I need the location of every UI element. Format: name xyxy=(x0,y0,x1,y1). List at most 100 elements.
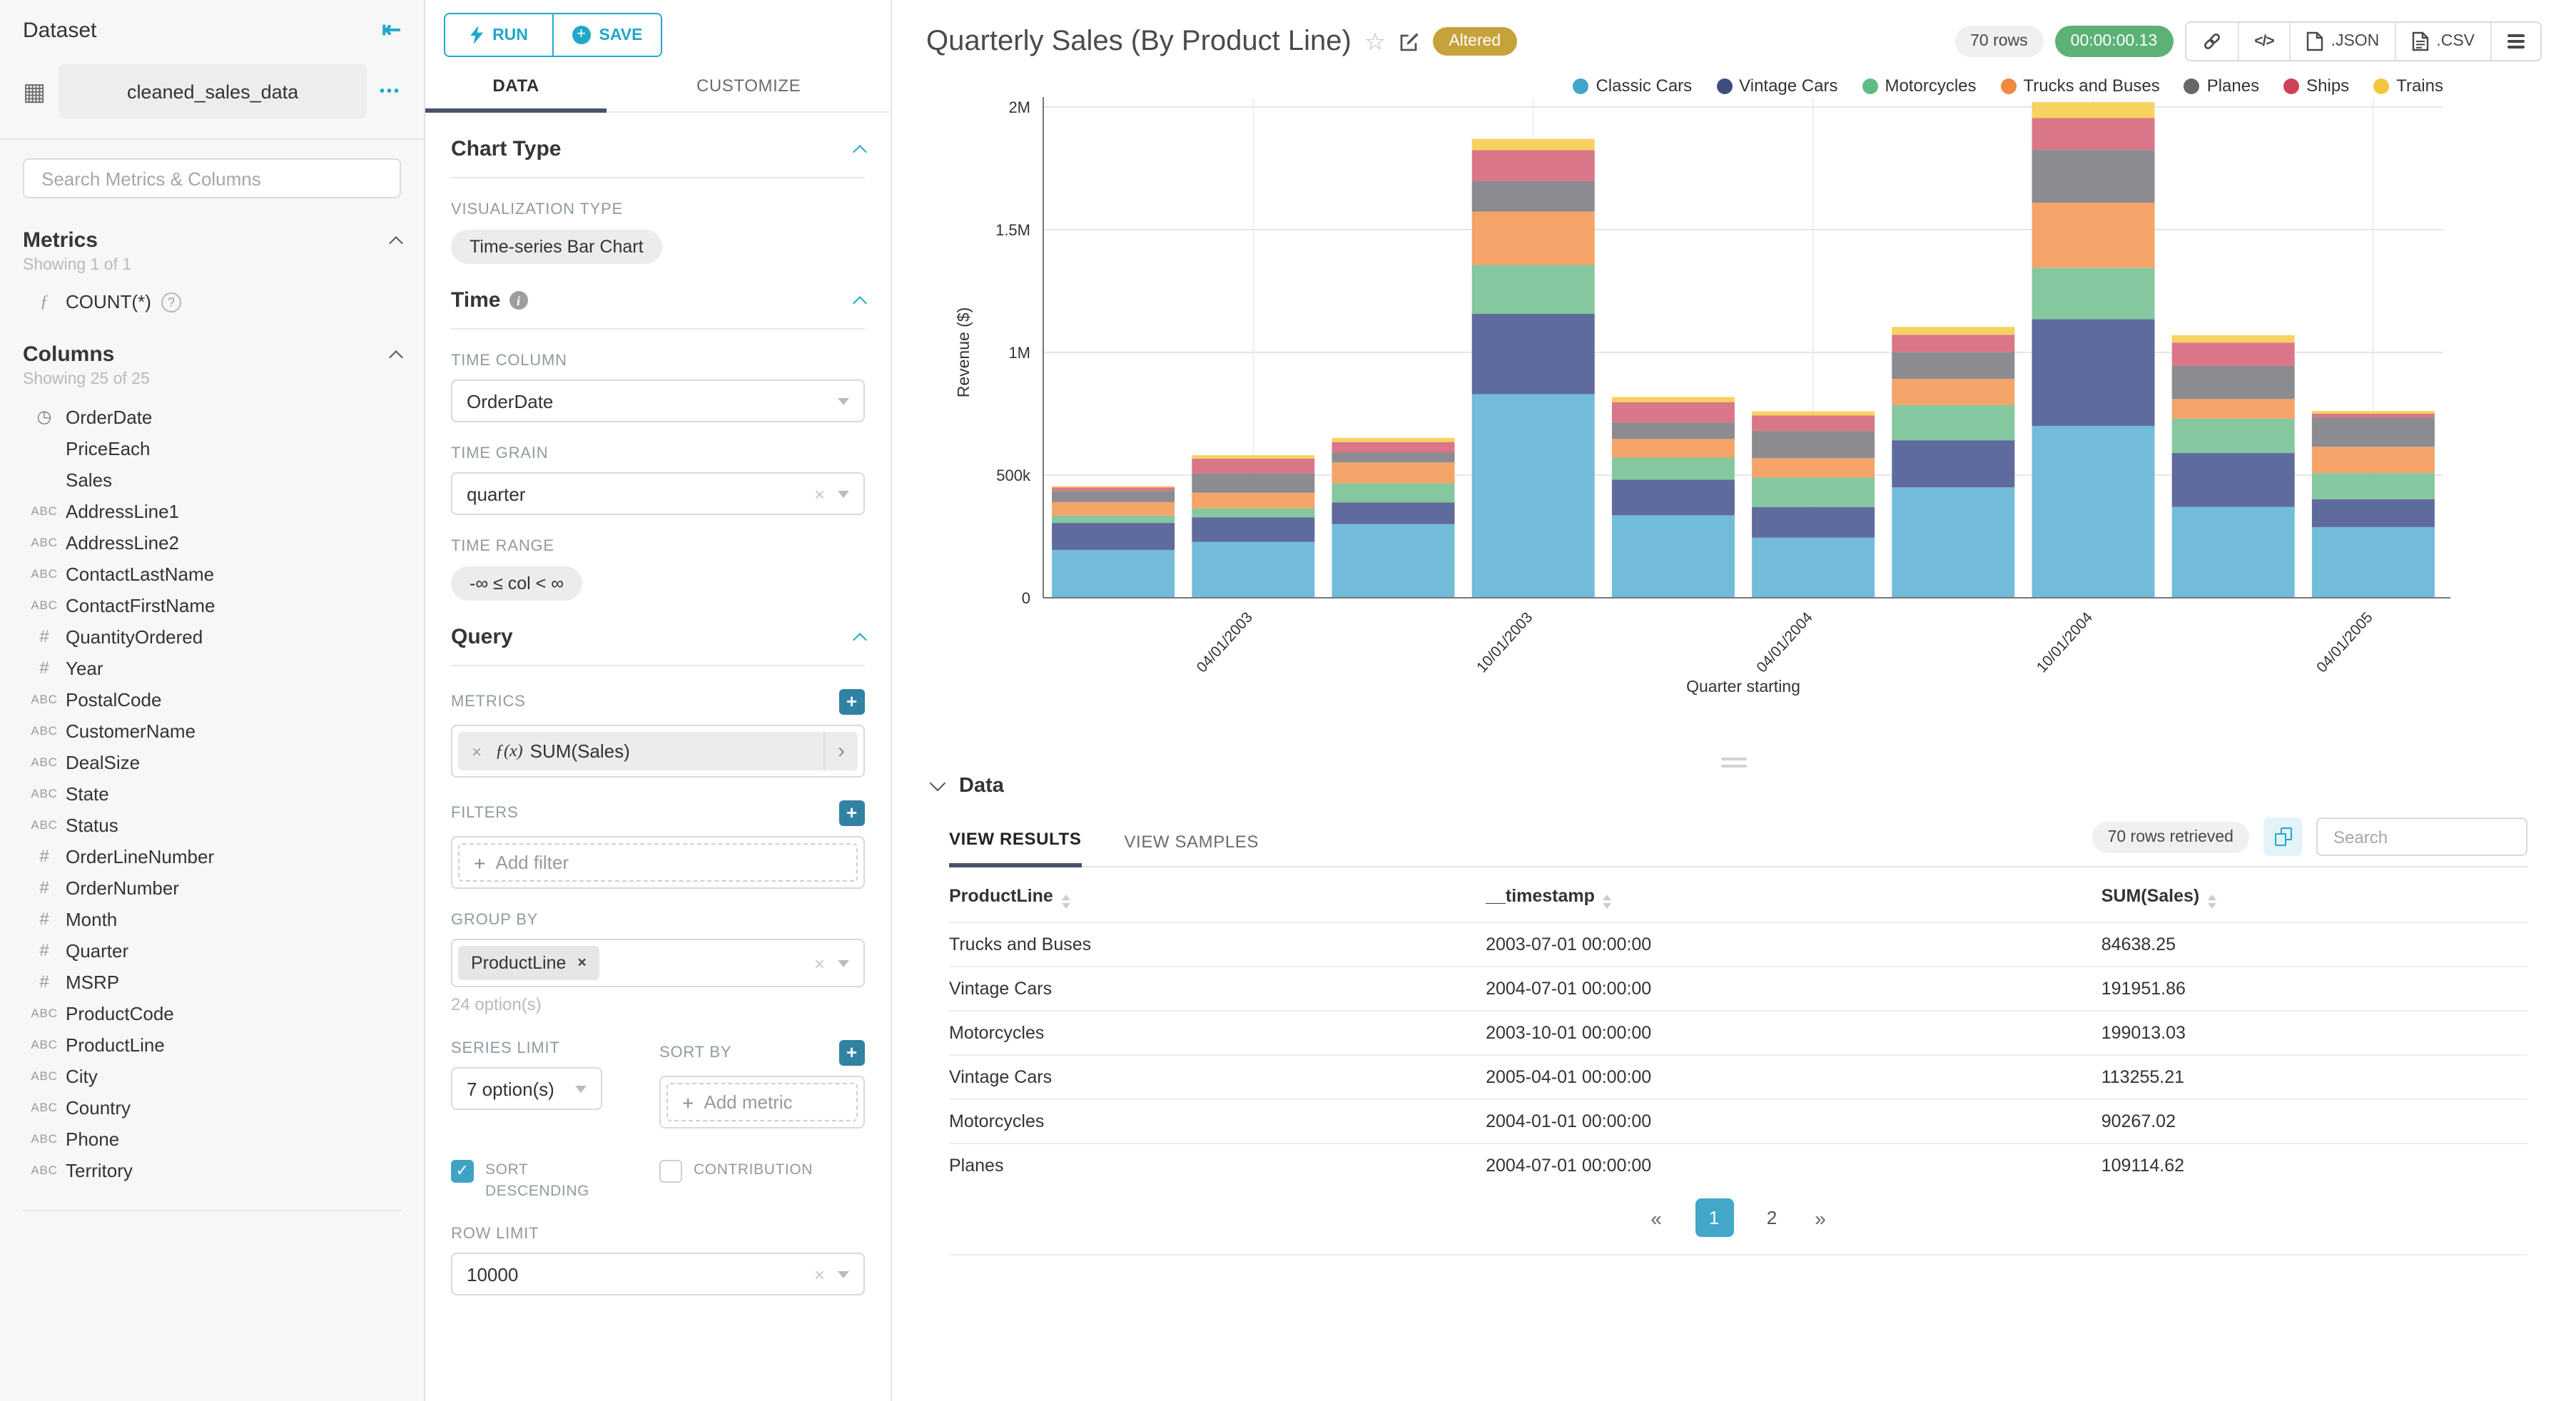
bar-segment[interactable] xyxy=(2032,268,2155,320)
bar-segment[interactable] xyxy=(1332,462,1455,484)
bar-segment[interactable] xyxy=(1192,473,1315,493)
bar-segment[interactable] xyxy=(1752,458,1875,478)
column-item[interactable]: ABC ProductLine xyxy=(23,1029,401,1060)
bar-segment[interactable] xyxy=(1052,523,1175,550)
sort-descending-checkbox[interactable]: ✓ SORT DESCENDING xyxy=(451,1160,602,1203)
column-item[interactable]: ABC City xyxy=(23,1060,401,1091)
column-item[interactable]: # OrderNumber xyxy=(23,872,401,903)
bar-segment[interactable] xyxy=(2032,426,2155,598)
bar-segment[interactable] xyxy=(2311,411,2435,414)
chevron-up-icon[interactable] xyxy=(853,296,867,310)
add-filter-plus-button[interactable]: + xyxy=(839,800,865,826)
dataset-options-kebab-icon[interactable]: ••• xyxy=(379,83,401,99)
add-metric-plus-button[interactable]: + xyxy=(839,689,865,715)
copy-link-button[interactable] xyxy=(2186,23,2238,60)
column-item[interactable]: ABC ProductCode xyxy=(23,997,401,1029)
contribution-checkbox[interactable]: CONTRIBUTION xyxy=(659,1160,865,1203)
bar-segment[interactable] xyxy=(2311,447,2435,474)
embed-code-button[interactable]: </> xyxy=(2237,23,2290,60)
bar-segment[interactable] xyxy=(2171,342,2295,366)
series-limit-select[interactable]: 7 option(s) xyxy=(451,1067,602,1110)
bar-segment[interactable] xyxy=(1892,352,2015,379)
bar-segment[interactable] xyxy=(1052,549,1175,598)
bar-segment[interactable] xyxy=(1471,394,1595,598)
bar-segment[interactable] xyxy=(1332,452,1455,463)
legend-item[interactable]: Motorcycles xyxy=(1862,76,1977,96)
column-item[interactable]: ABC ContactLastName xyxy=(23,558,401,589)
column-item[interactable]: # QuantityOrdered xyxy=(23,621,401,652)
add-metric-dropzone[interactable]: + Add metric xyxy=(666,1083,858,1121)
column-item[interactable]: ABC Phone xyxy=(23,1123,401,1154)
bar-segment[interactable] xyxy=(2032,102,2155,118)
bar-segment[interactable] xyxy=(2032,118,2155,151)
column-item[interactable]: # Month xyxy=(23,903,401,934)
bar-segment[interactable] xyxy=(1052,501,1175,516)
legend-item[interactable]: Trains xyxy=(2373,76,2443,96)
metric-chip[interactable]: × ƒ(x) SUM(Sales) › xyxy=(458,732,858,770)
bar-segment[interactable] xyxy=(1052,491,1175,502)
column-item[interactable]: ABC AddressLine1 xyxy=(23,495,401,526)
column-item[interactable]: ABC DealSize xyxy=(23,746,401,778)
bar-segment[interactable] xyxy=(2171,453,2295,507)
legend-item[interactable]: Ships xyxy=(2283,76,2349,96)
bar-segment[interactable] xyxy=(1892,440,2015,488)
sidebar-search[interactable] xyxy=(23,158,401,198)
column-item[interactable]: ABC Territory xyxy=(23,1154,401,1186)
remove-icon[interactable]: × xyxy=(577,954,587,972)
bar-segment[interactable] xyxy=(1611,402,1735,423)
column-item[interactable]: # Quarter xyxy=(23,934,401,966)
bar-segment[interactable] xyxy=(2171,418,2295,454)
results-search[interactable] xyxy=(2316,817,2527,856)
bar-segment[interactable] xyxy=(1611,439,1735,458)
bar-segment[interactable] xyxy=(1752,415,1875,432)
bar-segment[interactable] xyxy=(1752,477,1875,507)
tab-view-results[interactable]: VIEW RESULTS xyxy=(949,829,1082,867)
add-sort-metric-plus-button[interactable]: + xyxy=(839,1040,865,1066)
bar-segment[interactable] xyxy=(1471,138,1595,151)
bar-segment[interactable] xyxy=(1192,455,1315,459)
column-item[interactable]: ◷ OrderDate xyxy=(23,401,401,432)
bar-segment[interactable] xyxy=(1471,313,1595,394)
add-filter-dropzone[interactable]: + Add filter xyxy=(458,843,858,882)
pagination-next[interactable]: » xyxy=(1815,1206,1826,1229)
bar-segment[interactable] xyxy=(2311,526,2435,598)
bar-segment[interactable] xyxy=(1892,379,2015,405)
bar-segment[interactable] xyxy=(2311,413,2435,418)
column-item[interactable]: ABC Status xyxy=(23,809,401,840)
table-column-header[interactable]: ProductLine xyxy=(949,870,1486,922)
column-item[interactable]: ABC PostalCode xyxy=(23,683,401,715)
bar-segment[interactable] xyxy=(2171,399,2295,419)
chevron-right-icon[interactable]: › xyxy=(823,732,858,770)
column-item[interactable]: Sales xyxy=(23,464,401,495)
bar-segment[interactable] xyxy=(1332,437,1455,442)
bar-segment[interactable] xyxy=(1052,515,1175,524)
chevron-up-icon[interactable] xyxy=(389,350,403,365)
resize-handle[interactable] xyxy=(1721,753,1747,772)
column-item[interactable]: # Year xyxy=(23,652,401,683)
bar-segment[interactable] xyxy=(1611,422,1735,439)
chevron-up-icon[interactable] xyxy=(853,633,867,647)
bar-segment[interactable] xyxy=(2311,499,2435,527)
save-button[interactable]: + SAVE xyxy=(552,14,661,56)
time-grain-select[interactable]: quarter × xyxy=(451,472,865,515)
pagination-page-active[interactable]: 1 xyxy=(1695,1198,1733,1237)
group-by-select[interactable]: ProductLine × × xyxy=(451,939,865,987)
export-json-button[interactable]: .JSON xyxy=(2289,23,2395,60)
column-item[interactable]: ABC CustomerName xyxy=(23,715,401,746)
bar-segment[interactable] xyxy=(2311,473,2435,499)
bar-segment[interactable] xyxy=(1611,515,1735,598)
bar-segment[interactable] xyxy=(1892,404,2015,441)
bar-segment[interactable] xyxy=(1752,411,1875,416)
bar-segment[interactable] xyxy=(1192,458,1315,474)
bar-segment[interactable] xyxy=(1332,524,1455,598)
row-limit-select[interactable]: 10000 × xyxy=(451,1253,865,1295)
bar-segment[interactable] xyxy=(1052,487,1175,491)
bar-segment[interactable] xyxy=(1192,508,1315,518)
bar-segment[interactable] xyxy=(1192,517,1315,542)
favorite-star-icon[interactable]: ☆ xyxy=(1364,28,1386,55)
run-button[interactable]: RUN xyxy=(445,14,552,56)
column-item[interactable]: ABC Country xyxy=(23,1091,401,1123)
bar-segment[interactable] xyxy=(1752,431,1875,459)
bar-segment[interactable] xyxy=(1611,479,1735,516)
checkbox-checked-icon[interactable]: ✓ xyxy=(451,1160,474,1183)
